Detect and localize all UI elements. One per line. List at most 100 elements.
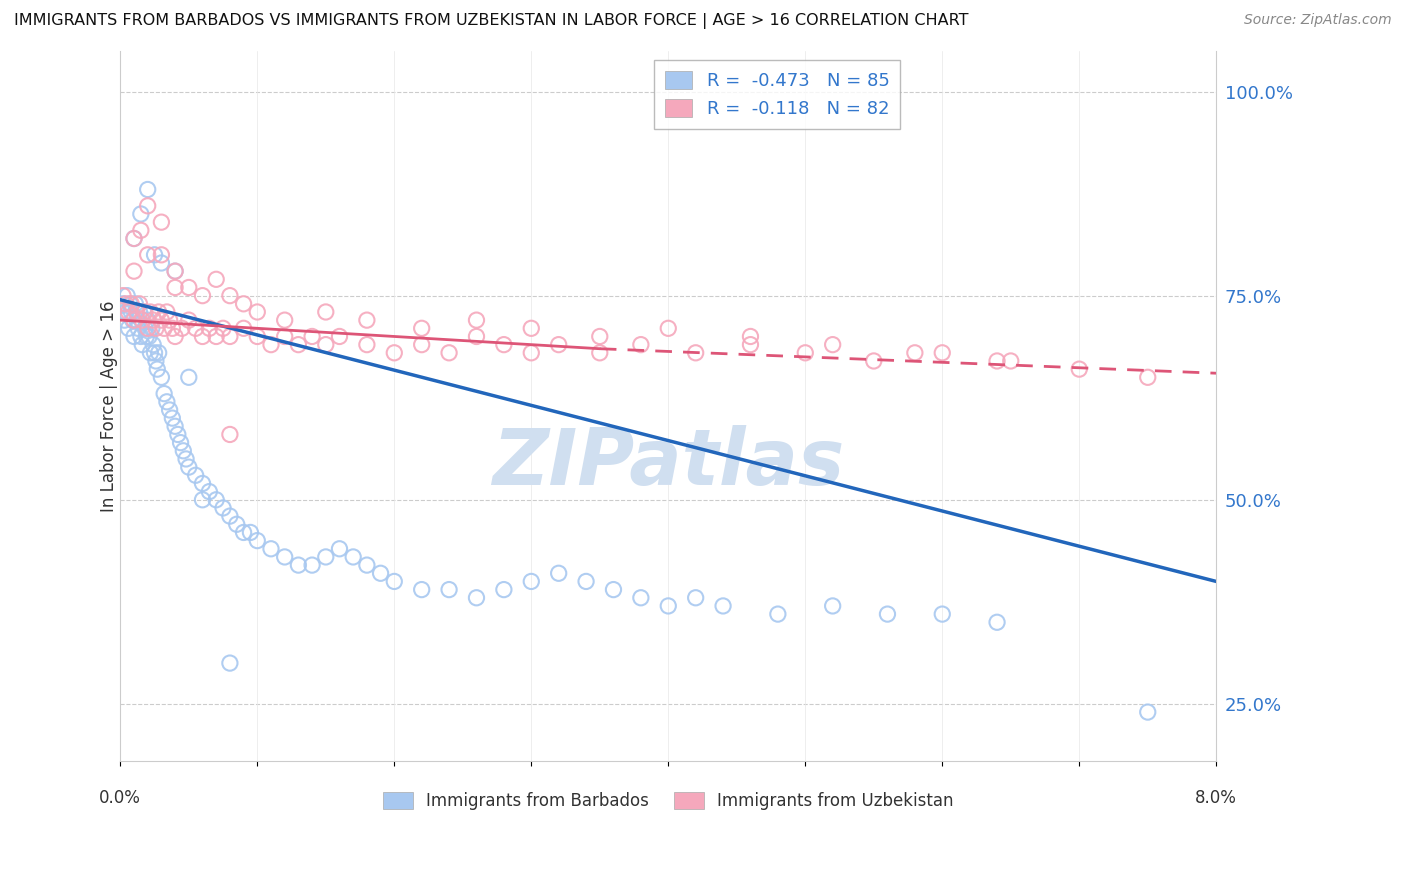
Point bbox=[342, 549, 364, 564]
Point bbox=[162, 321, 184, 335]
Point bbox=[169, 435, 191, 450]
Point bbox=[165, 280, 187, 294]
Point bbox=[159, 313, 181, 327]
Point bbox=[117, 305, 139, 319]
Point bbox=[740, 329, 762, 343]
Point bbox=[931, 607, 953, 621]
Point bbox=[131, 313, 153, 327]
Point bbox=[129, 329, 152, 343]
Point bbox=[465, 313, 488, 327]
Point bbox=[205, 329, 228, 343]
Point bbox=[465, 329, 488, 343]
Point bbox=[437, 582, 460, 597]
Point bbox=[260, 541, 283, 556]
Point bbox=[129, 207, 152, 221]
Point bbox=[129, 223, 152, 237]
Point bbox=[138, 329, 160, 343]
Point bbox=[547, 337, 569, 351]
Point bbox=[862, 354, 884, 368]
Point bbox=[117, 321, 139, 335]
Point bbox=[139, 346, 162, 360]
Point bbox=[146, 362, 169, 376]
Point bbox=[904, 346, 927, 360]
Text: IMMIGRANTS FROM BARBADOS VS IMMIGRANTS FROM UZBEKISTAN IN LABOR FORCE | AGE > 16: IMMIGRANTS FROM BARBADOS VS IMMIGRANTS F… bbox=[14, 13, 969, 29]
Point bbox=[766, 607, 789, 621]
Point bbox=[112, 297, 135, 311]
Point bbox=[170, 321, 193, 335]
Point bbox=[273, 329, 295, 343]
Point bbox=[328, 541, 350, 556]
Point bbox=[143, 248, 166, 262]
Point bbox=[520, 346, 543, 360]
Point bbox=[198, 484, 221, 499]
Point bbox=[114, 305, 136, 319]
Point bbox=[128, 305, 150, 319]
Point bbox=[225, 517, 247, 532]
Point bbox=[986, 615, 1008, 630]
Point bbox=[150, 313, 173, 327]
Point bbox=[232, 525, 254, 540]
Point bbox=[382, 574, 405, 589]
Point bbox=[143, 346, 166, 360]
Point bbox=[356, 313, 378, 327]
Point bbox=[122, 231, 145, 245]
Point bbox=[136, 313, 159, 327]
Point bbox=[139, 305, 162, 319]
Point bbox=[711, 599, 734, 613]
Point bbox=[166, 427, 188, 442]
Point bbox=[273, 549, 295, 564]
Point bbox=[520, 574, 543, 589]
Point bbox=[115, 288, 138, 302]
Point bbox=[740, 337, 762, 351]
Point bbox=[246, 305, 269, 319]
Point bbox=[260, 337, 283, 351]
Point bbox=[165, 329, 187, 343]
Point bbox=[246, 533, 269, 548]
Point bbox=[174, 452, 197, 467]
Text: 0.0%: 0.0% bbox=[100, 789, 141, 806]
Point bbox=[986, 354, 1008, 368]
Point bbox=[148, 346, 170, 360]
Point bbox=[589, 346, 612, 360]
Point bbox=[177, 460, 200, 475]
Point bbox=[219, 288, 242, 302]
Point bbox=[315, 337, 337, 351]
Point bbox=[150, 215, 173, 229]
Point bbox=[1069, 362, 1091, 376]
Point bbox=[132, 305, 155, 319]
Point bbox=[437, 346, 460, 360]
Point bbox=[191, 288, 214, 302]
Point bbox=[602, 582, 624, 597]
Point bbox=[657, 599, 679, 613]
Point bbox=[136, 199, 159, 213]
Point bbox=[685, 346, 707, 360]
Point bbox=[120, 297, 142, 311]
Point bbox=[142, 313, 165, 327]
Point bbox=[931, 346, 953, 360]
Point bbox=[219, 509, 242, 524]
Point bbox=[328, 329, 350, 343]
Point bbox=[191, 476, 214, 491]
Point bbox=[794, 346, 817, 360]
Point bbox=[232, 297, 254, 311]
Point bbox=[112, 288, 135, 302]
Point bbox=[301, 558, 323, 573]
Point bbox=[246, 329, 269, 343]
Point bbox=[172, 443, 194, 458]
Point bbox=[118, 297, 141, 311]
Point bbox=[184, 321, 207, 335]
Point bbox=[150, 370, 173, 384]
Y-axis label: In Labor Force | Age > 16: In Labor Force | Age > 16 bbox=[100, 300, 118, 512]
Point bbox=[685, 591, 707, 605]
Point bbox=[239, 525, 262, 540]
Point bbox=[114, 297, 136, 311]
Point bbox=[150, 256, 173, 270]
Point bbox=[465, 591, 488, 605]
Point bbox=[165, 419, 187, 434]
Point bbox=[219, 329, 242, 343]
Point bbox=[177, 280, 200, 294]
Text: ZIPatlas: ZIPatlas bbox=[492, 425, 845, 500]
Point bbox=[153, 386, 176, 401]
Point bbox=[136, 248, 159, 262]
Point bbox=[205, 272, 228, 286]
